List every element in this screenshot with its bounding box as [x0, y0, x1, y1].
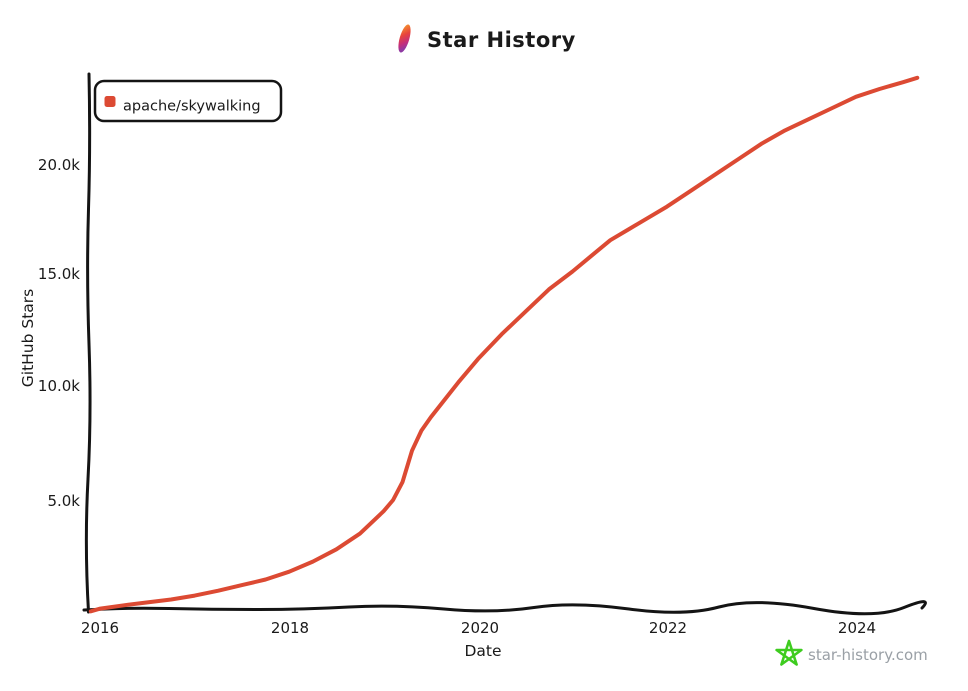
feather-icon: [398, 24, 411, 53]
legend-item-label: apache/skywalking: [123, 99, 261, 115]
legend-box: [93, 79, 283, 123]
x-tick-label-2016: 2016: [81, 619, 119, 637]
doodle-star-icon: [775, 639, 803, 666]
x-tick-label-2024: 2024: [838, 619, 876, 637]
page-title-text: Star History: [427, 28, 576, 52]
x-axis-line: [82, 600, 927, 616]
x-tick-label-2020: 2020: [461, 619, 499, 637]
page-title: Star History: [398, 24, 576, 53]
axes: [82, 72, 927, 616]
legend: apache/skywalking: [93, 79, 283, 123]
y-tick-labels: 20.0k 15.0k 10.0k 5.0k: [38, 156, 80, 510]
y-tick-label-10k: 10.0k: [38, 377, 80, 395]
y-tick-label-5k: 5.0k: [47, 492, 80, 510]
watermark-label: star-history.com: [808, 646, 928, 664]
y-axis-line: [84, 72, 92, 614]
x-tick-label-2018: 2018: [271, 619, 309, 637]
series-line-apache-skywalking: [88, 75, 920, 614]
y-tick-label-15k: 15.0k: [38, 265, 80, 283]
x-axis-title: Date: [464, 642, 501, 660]
watermark-link[interactable]: star-history.com: [775, 639, 928, 666]
x-tick-label-2022: 2022: [649, 619, 687, 637]
y-axis-title: GitHub Stars: [19, 289, 37, 388]
y-tick-label-20k: 20.0k: [38, 156, 80, 174]
x-tick-labels: 2016 2018 2020 2022 2024: [81, 619, 876, 637]
legend-marker-apache-skywalking: [104, 96, 116, 107]
